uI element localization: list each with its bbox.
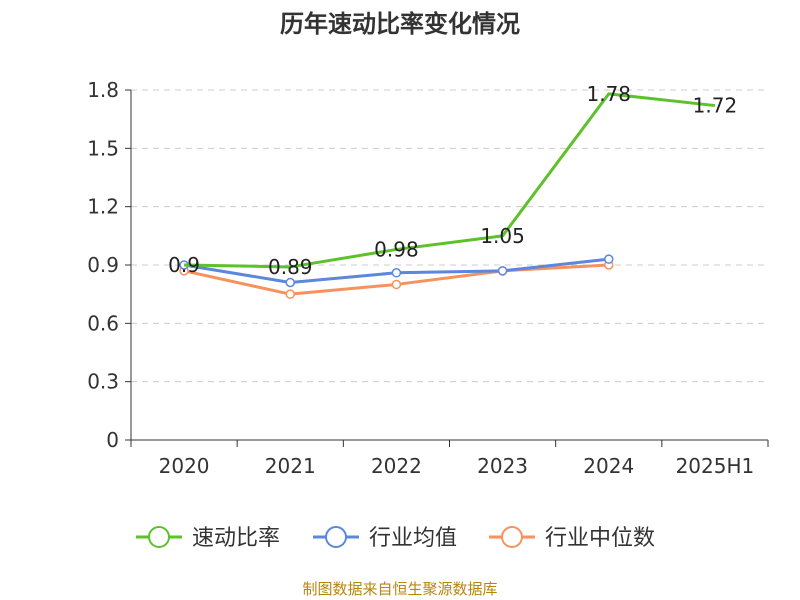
- y-tick-label: 1.8: [87, 78, 119, 102]
- legend-item: 行业中位数: [489, 526, 655, 551]
- y-tick-label: 1.2: [87, 195, 119, 219]
- y-tick-label: 0.3: [87, 370, 119, 394]
- x-tick-label: 2020: [159, 454, 210, 478]
- y-tick-label: 0.6: [87, 311, 119, 335]
- y-tick-label: 1.5: [87, 136, 119, 160]
- data-point: [391, 268, 402, 278]
- legend-label: 行业均值: [369, 526, 457, 551]
- chart-title: 历年速动比率变化情况: [280, 10, 520, 38]
- data-label: 0.98: [374, 237, 419, 261]
- x-tick-label: 2023: [477, 454, 528, 478]
- data-label: 1.72: [693, 94, 738, 118]
- data-point: [285, 277, 295, 288]
- x-tick-label: 2022: [371, 454, 422, 478]
- legend-marker: [148, 526, 170, 548]
- data-point: [391, 279, 402, 290]
- data-point: [604, 254, 614, 264]
- data-point: [285, 289, 295, 299]
- data-label: 1.78: [586, 82, 631, 106]
- legend-label: 速动比率: [192, 526, 280, 551]
- data-label: 0.89: [268, 255, 313, 279]
- legend-marker: [325, 526, 347, 548]
- x-tick-label: 2021: [265, 454, 316, 478]
- data-source-note: 制图数据来自恒生聚源数据库: [302, 580, 498, 598]
- y-tick-label: 0.9: [87, 253, 119, 277]
- data-label: 0.9: [168, 253, 200, 277]
- legend-item: 行业均值: [313, 526, 457, 551]
- series-line: [184, 92, 716, 269]
- legend-marker: [501, 526, 523, 548]
- x-tick-label: 2025H1: [676, 454, 755, 478]
- x-tick-label: 2024: [583, 454, 634, 478]
- legend-label: 行业中位数: [545, 526, 655, 551]
- data-label: 1.05: [480, 224, 525, 248]
- legend-item: 速动比率: [136, 526, 280, 551]
- data-point: [497, 266, 508, 276]
- y-tick-label: 0: [106, 428, 119, 452]
